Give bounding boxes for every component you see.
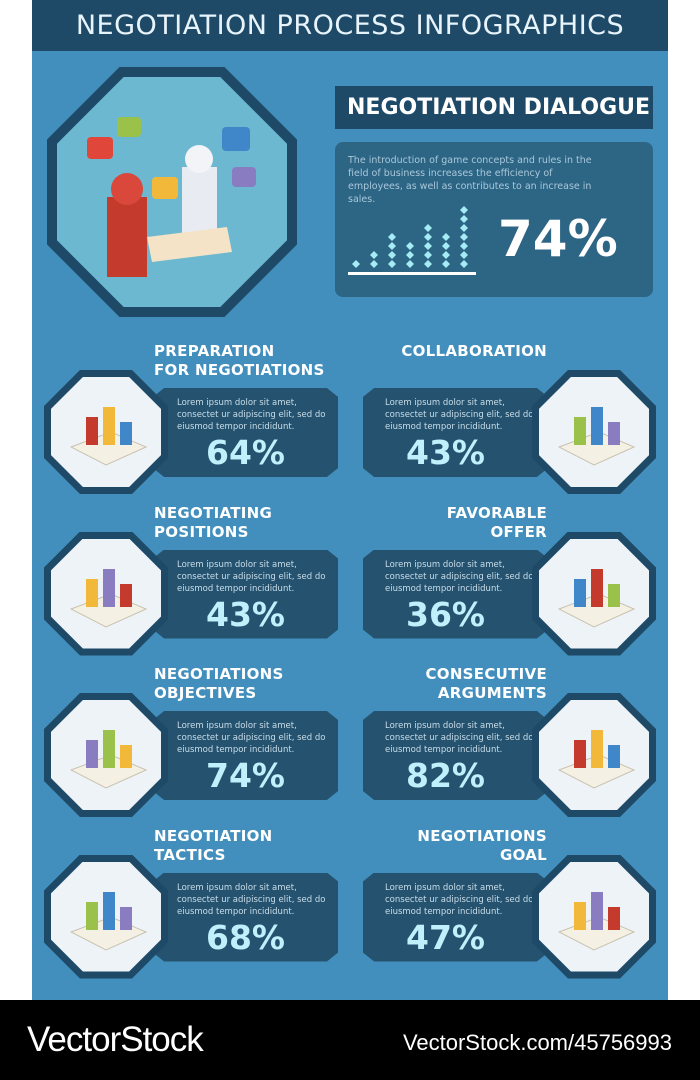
chart-dot	[442, 242, 450, 250]
chart-dot	[388, 242, 396, 250]
card-percent: 36%	[406, 594, 485, 634]
chart-dot	[424, 251, 432, 259]
card-illustration	[532, 693, 656, 817]
card-title: NEGOTIATIONS OBJECTIVES	[154, 665, 284, 702]
page-title: NEGOTIATION PROCESS INFOGRAPHICS	[32, 0, 668, 51]
card-illustration	[532, 531, 656, 656]
chart-dot	[460, 224, 468, 232]
chess-pieces-icon	[69, 568, 148, 628]
stat-card: Lorem ipsum dolor sit amet, consectet ur…	[363, 549, 548, 639]
dialogue-title: NEGOTIATION DIALOGUE	[335, 86, 653, 129]
card-percent: 64%	[206, 433, 285, 472]
chart-dot	[370, 251, 378, 259]
card-title: NEGOTIATIONS GOAL	[417, 826, 547, 864]
card-title: COLLABORATION	[401, 342, 547, 360]
chart-dot	[406, 251, 414, 259]
card-title: FAVORABLE OFFER	[446, 503, 547, 541]
chart-dot	[388, 233, 396, 241]
card-illustration	[532, 370, 656, 494]
map-pins-icon	[69, 730, 148, 789]
card-title: PREPARATION FOR NEGOTIATIONS	[154, 342, 325, 379]
chart-dot	[424, 242, 432, 250]
card-percent: 43%	[206, 594, 285, 634]
card-text: Lorem ipsum dolor sit amet, consectet ur…	[385, 398, 534, 432]
card-illustration	[44, 370, 168, 494]
diamond-dot-chart	[348, 206, 476, 275]
stat-card: Lorem ipsum dolor sit amet, consectet ur…	[153, 388, 338, 477]
chart-dot	[460, 206, 468, 214]
chart-dot	[442, 233, 450, 241]
chart-dot	[352, 260, 360, 268]
chart-dot	[424, 260, 432, 268]
card-illustration	[44, 693, 168, 817]
stat-card: Lorem ipsum dolor sit amet, consectet ur…	[153, 872, 338, 962]
card-illustration	[44, 854, 168, 979]
card-title: NEGOTIATION TACTICS	[154, 826, 273, 864]
card-text: Lorem ipsum dolor sit amet, consectet ur…	[385, 559, 534, 594]
chart-dot	[424, 233, 432, 241]
card-percent: 74%	[206, 756, 285, 795]
card-text: Lorem ipsum dolor sit amet, consectet ur…	[385, 882, 534, 917]
card-text: Lorem ipsum dolor sit amet, consectet ur…	[385, 721, 534, 755]
dialogue-illustration	[47, 67, 297, 317]
chart-dot	[406, 260, 414, 268]
dominoes-icon	[557, 730, 636, 789]
card-title: CONSECUTIVE ARGUMENTS	[425, 665, 547, 702]
stat-card: Lorem ipsum dolor sit amet, consectet ur…	[363, 388, 548, 477]
stat-card: Lorem ipsum dolor sit amet, consectet ur…	[153, 711, 338, 800]
chart-baseline	[348, 272, 476, 275]
presentation-board-icon	[69, 407, 148, 466]
card-text: Lorem ipsum dolor sit amet, consectet ur…	[177, 882, 326, 917]
reference-id: VectorStock.com/45756993	[402, 1030, 672, 1055]
chart-dot	[460, 242, 468, 250]
stat-card: Lorem ipsum dolor sit amet, consectet ur…	[363, 711, 548, 800]
puzzle-team-icon	[557, 407, 636, 466]
money-chart-icon	[557, 568, 636, 628]
dialogue-text: The introduction of game concepts and ru…	[348, 155, 592, 205]
board-game-icon	[69, 891, 148, 951]
card-title: NEGOTIATING POSITIONS	[154, 503, 273, 541]
stat-card: Lorem ipsum dolor sit amet, consectet ur…	[363, 872, 548, 962]
chart-dot	[460, 260, 468, 268]
card-text: Lorem ipsum dolor sit amet, consectet ur…	[177, 398, 326, 432]
card-percent: 82%	[406, 756, 485, 795]
dialogue-panel: The introduction of game concepts and ru…	[335, 142, 653, 297]
chart-dot	[406, 242, 414, 250]
stat-card: Lorem ipsum dolor sit amet, consectet ur…	[153, 549, 338, 639]
card-text: Lorem ipsum dolor sit amet, consectet ur…	[177, 559, 326, 594]
card-percent: 43%	[406, 433, 485, 472]
target-icon	[557, 891, 636, 951]
chart-dot	[424, 224, 432, 232]
chart-dot	[388, 251, 396, 259]
watermark-bar: VectorStock VectorStock.com/45756993	[0, 1000, 700, 1080]
dialogue-percent: 74%	[498, 210, 618, 268]
negotiation-people-icon	[87, 117, 256, 277]
card-illustration	[44, 531, 168, 656]
brand-logo: VectorStock	[27, 1020, 204, 1059]
card-percent: 68%	[206, 917, 285, 957]
chart-dot	[460, 233, 468, 241]
chart-dot	[442, 251, 450, 259]
chart-dot	[388, 260, 396, 268]
card-percent: 47%	[406, 917, 485, 957]
card-text: Lorem ipsum dolor sit amet, consectet ur…	[177, 721, 326, 755]
chart-dot	[370, 260, 378, 268]
chart-dot	[442, 260, 450, 268]
card-illustration	[532, 854, 656, 979]
chart-dot	[460, 215, 468, 223]
chart-dot	[460, 251, 468, 259]
